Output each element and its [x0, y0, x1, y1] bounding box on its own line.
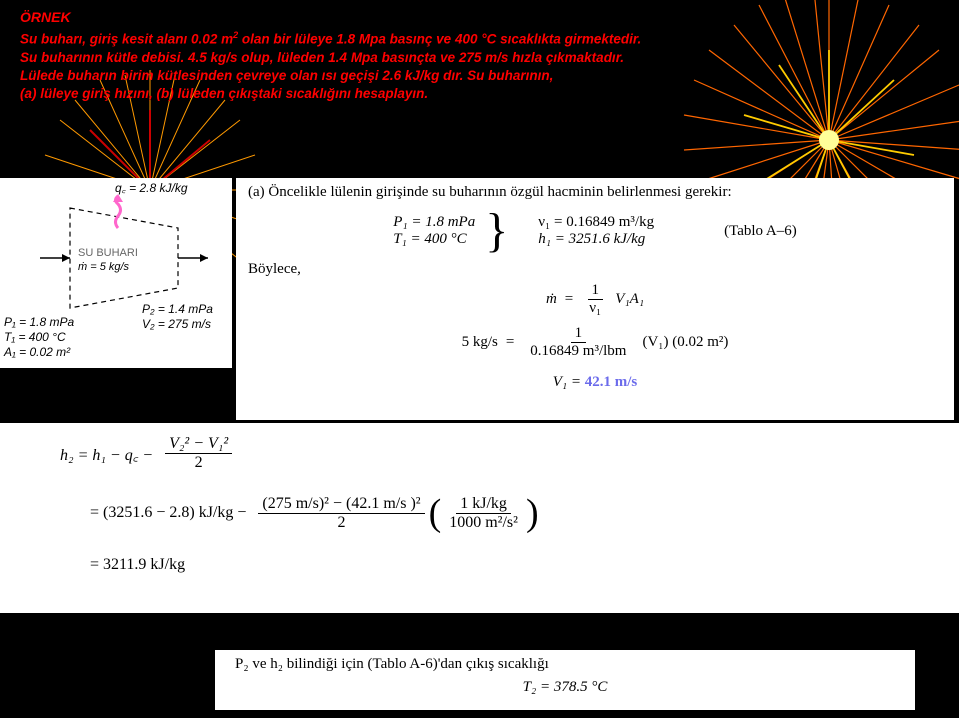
- V1-result: 42.1 m/s: [585, 374, 638, 391]
- mdot-label: ṁ = 5 kg/s: [78, 261, 130, 273]
- t2-result-box: P₂ ve h₂ bilindiği için (Tablo A-6)'dan …: [215, 650, 915, 710]
- solution-intro: (a) Öncelikle lülenin girişinde su buhar…: [248, 184, 942, 201]
- problem-line-3: Lülede buharın birim kütlesinden çevreye…: [20, 67, 939, 85]
- problem-statement: ÖRNEK Su buharı, giriş kesit alanı 0.02 …: [0, 0, 959, 103]
- qc-label: q꜀ = 2.8 kJ/kg: [115, 181, 188, 195]
- substance-label: SU BUHARI: [78, 247, 138, 259]
- boylece-label: Böylece,: [248, 261, 942, 278]
- table-ref: (Tablo A–6): [724, 223, 797, 240]
- problem-line-2: Su buharının kütle debisi. 4.5 kg/s olup…: [20, 49, 939, 67]
- nozzle-diagram: q꜀ = 2.8 kJ/kg SU BUHARI ṁ = 5 kg/s P₁ =…: [0, 178, 232, 368]
- solution-part-a: (a) Öncelikle lülenin girişinde su buhar…: [236, 178, 954, 420]
- h2-calculation: h₂ = h₁ − q꜀ − V₂² − V₁²2 = (3251.6 − 2.…: [0, 423, 959, 613]
- problem-line-4: (a) lüleye giriş hızını, (b) lüleden çık…: [20, 85, 939, 103]
- t2-text: P₂ ve h₂ bilindiği için (Tablo A-6)'dan …: [235, 656, 895, 673]
- T1-label: T₁ = 400 °C: [4, 330, 66, 344]
- P1-label: P₁ = 1.8 mPa: [4, 315, 74, 329]
- example-title: ÖRNEK: [20, 8, 939, 27]
- P2-label: P₂ = 1.4 mPa: [142, 302, 213, 316]
- h2-result: = 3211.9 kJ/kg: [90, 556, 185, 574]
- t2-equation: T₂ = 378.5 °C: [523, 679, 608, 695]
- V2-label: V₂ = 275 m/s: [142, 317, 211, 331]
- problem-line-1: Su buharı, giriş kesit alanı 0.02 m2 ola…: [20, 29, 939, 49]
- A1-label: A₁ = 0.02 m²: [3, 345, 71, 359]
